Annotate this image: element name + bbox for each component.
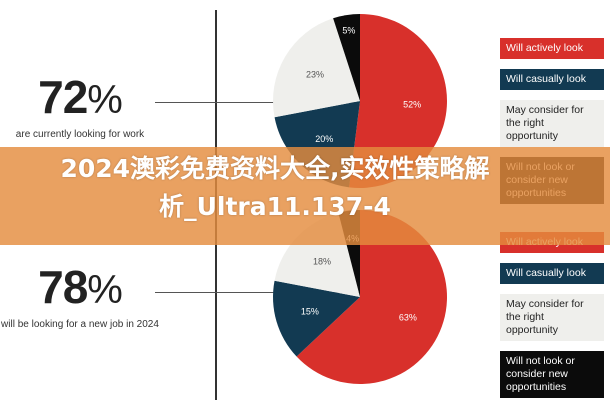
stat-block-2: 78% will be looking for a new job in 202… <box>0 262 160 330</box>
pie2-slice-casually <box>273 280 360 357</box>
legend-2: Will actively look Will casually look Ma… <box>500 232 604 408</box>
pie1-slice-not <box>333 14 360 101</box>
legend-item-casually: Will casually look <box>500 69 604 90</box>
stat-headline-1: 72% <box>38 71 123 123</box>
stat-headline-2: 78% <box>38 261 123 313</box>
legend-item-not: Will not look or consider new opportunit… <box>500 351 604 398</box>
page-title: 2024澳彩免费资料大全,实效性策略解析_Ultra11.137-4 <box>60 154 490 221</box>
stat-block-1: 72% are currently looking for work <box>0 72 160 140</box>
stat-caption-1: are currently looking for work <box>15 129 145 140</box>
pie1-slice-actively <box>349 14 447 188</box>
pie2-label-consider: 18% <box>313 256 331 266</box>
pie1-label-actively: 52% <box>403 99 421 109</box>
pie1-label-not: 5% <box>342 26 355 36</box>
legend-item-casually: Will casually look <box>500 263 604 284</box>
connector-line-2 <box>155 292 360 293</box>
pie2-label-actively: 63% <box>399 313 417 323</box>
pie1-label-casually: 20% <box>315 134 333 144</box>
pie2-label-casually: 15% <box>301 307 319 317</box>
pie2-slice-actively <box>296 210 447 384</box>
pie1-slice-consider <box>273 18 360 118</box>
connector-line-1 <box>155 102 360 103</box>
legend-item-consider: May consider for the right opportunity <box>500 100 604 147</box>
legend-item-actively: Will actively look <box>500 38 604 59</box>
legend-item-consider: May consider for the right opportunity <box>500 294 604 341</box>
stat-caption-2: will be looking for a new job in 2024 <box>1 319 159 330</box>
pie1-label-consider: 23% <box>306 69 324 79</box>
title-banner <box>0 147 610 245</box>
